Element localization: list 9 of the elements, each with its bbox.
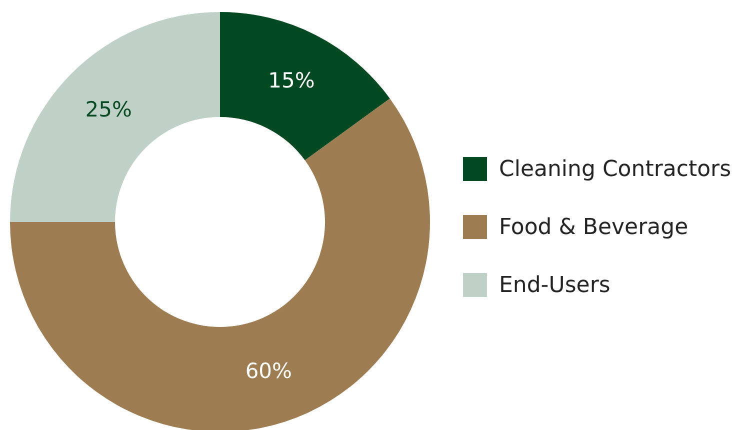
legend-label: Food & Beverage xyxy=(499,215,688,240)
donut-slice xyxy=(10,98,430,430)
data-label: 25% xyxy=(85,98,132,122)
legend-label: End-Users xyxy=(499,273,610,298)
donut-slice xyxy=(10,12,220,222)
donut-slice xyxy=(220,12,390,160)
legend-label: Cleaning Contractors xyxy=(499,157,732,182)
data-label: 15% xyxy=(268,68,315,93)
data-label: 60% xyxy=(245,358,292,383)
